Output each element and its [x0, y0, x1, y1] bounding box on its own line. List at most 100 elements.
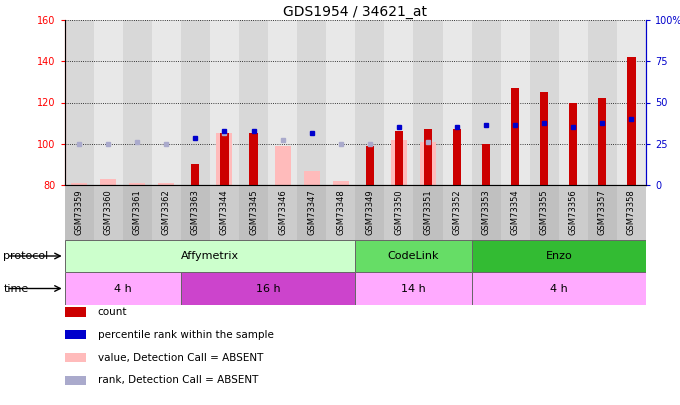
Bar: [239, 20, 268, 185]
Text: 16 h: 16 h: [256, 284, 280, 294]
Bar: [65, 376, 86, 385]
Bar: [326, 20, 355, 185]
Text: GSM73351: GSM73351: [424, 190, 432, 235]
Bar: [275, 146, 290, 185]
Text: GSM73346: GSM73346: [278, 190, 287, 235]
Bar: [297, 185, 326, 240]
Bar: [355, 185, 384, 240]
Text: GSM73353: GSM73353: [481, 190, 490, 235]
Bar: [94, 185, 122, 240]
Bar: [65, 330, 86, 339]
Bar: [559, 185, 588, 240]
Bar: [65, 20, 94, 185]
Text: time: time: [3, 284, 29, 294]
Bar: [239, 185, 268, 240]
Bar: [472, 240, 646, 272]
Bar: [65, 272, 181, 305]
Bar: [472, 185, 500, 240]
Bar: [181, 185, 210, 240]
Text: GSM73354: GSM73354: [511, 190, 520, 235]
Text: 4 h: 4 h: [114, 284, 132, 294]
Bar: [333, 181, 349, 185]
Text: GSM73344: GSM73344: [220, 190, 229, 235]
Bar: [355, 272, 472, 305]
Bar: [152, 185, 181, 240]
Bar: [420, 142, 436, 185]
Bar: [122, 185, 152, 240]
Bar: [617, 185, 646, 240]
Bar: [500, 185, 530, 240]
Text: 14 h: 14 h: [401, 284, 426, 294]
Bar: [472, 20, 500, 185]
Text: protocol: protocol: [3, 251, 49, 261]
Bar: [366, 146, 374, 185]
Bar: [326, 185, 355, 240]
Bar: [384, 185, 413, 240]
Bar: [191, 164, 199, 185]
Text: GSM73349: GSM73349: [365, 190, 374, 235]
Text: GSM73348: GSM73348: [337, 190, 345, 235]
Bar: [530, 185, 559, 240]
Bar: [181, 272, 355, 305]
Bar: [472, 272, 646, 305]
Bar: [216, 133, 233, 185]
Text: percentile rank within the sample: percentile rank within the sample: [97, 330, 273, 340]
Text: GSM73350: GSM73350: [394, 190, 403, 235]
Bar: [210, 20, 239, 185]
Text: 4 h: 4 h: [550, 284, 568, 294]
Bar: [511, 88, 520, 185]
Bar: [210, 185, 239, 240]
Text: CodeLink: CodeLink: [388, 251, 439, 261]
Bar: [122, 20, 152, 185]
Bar: [559, 20, 588, 185]
Text: GSM73358: GSM73358: [627, 190, 636, 235]
Text: GSM73362: GSM73362: [162, 190, 171, 235]
Text: GSM73363: GSM73363: [191, 190, 200, 235]
Bar: [250, 133, 258, 185]
Bar: [391, 140, 407, 185]
Bar: [628, 57, 636, 185]
Bar: [152, 20, 181, 185]
Text: GSM73347: GSM73347: [307, 190, 316, 235]
Bar: [617, 20, 646, 185]
Bar: [569, 102, 577, 185]
Bar: [443, 20, 472, 185]
Bar: [268, 185, 297, 240]
Text: GSM73352: GSM73352: [453, 190, 462, 235]
Bar: [297, 20, 326, 185]
Bar: [500, 20, 530, 185]
Bar: [395, 131, 403, 185]
Text: GSM73357: GSM73357: [598, 190, 607, 235]
Text: count: count: [97, 307, 127, 317]
Bar: [71, 183, 87, 185]
Text: rank, Detection Call = ABSENT: rank, Detection Call = ABSENT: [97, 375, 258, 385]
Bar: [220, 133, 228, 185]
Bar: [413, 185, 443, 240]
Bar: [588, 20, 617, 185]
Bar: [598, 98, 607, 185]
Bar: [355, 240, 472, 272]
Bar: [100, 179, 116, 185]
Bar: [129, 183, 146, 185]
Text: GSM73360: GSM73360: [104, 190, 113, 235]
Text: Affymetrix: Affymetrix: [181, 251, 239, 261]
Bar: [413, 20, 443, 185]
Text: GSM73359: GSM73359: [75, 190, 84, 235]
Bar: [65, 185, 94, 240]
Bar: [453, 129, 461, 185]
Bar: [540, 92, 548, 185]
Text: GSM73345: GSM73345: [249, 190, 258, 235]
Bar: [94, 20, 122, 185]
Bar: [181, 20, 210, 185]
Bar: [355, 20, 384, 185]
Bar: [384, 20, 413, 185]
Bar: [424, 129, 432, 185]
Bar: [304, 171, 320, 185]
Bar: [158, 183, 174, 185]
Title: GDS1954 / 34621_at: GDS1954 / 34621_at: [284, 5, 427, 19]
Text: GSM73361: GSM73361: [133, 190, 141, 235]
Bar: [65, 307, 86, 317]
Bar: [482, 144, 490, 185]
Text: value, Detection Call = ABSENT: value, Detection Call = ABSENT: [97, 352, 263, 362]
Text: Enzo: Enzo: [545, 251, 572, 261]
